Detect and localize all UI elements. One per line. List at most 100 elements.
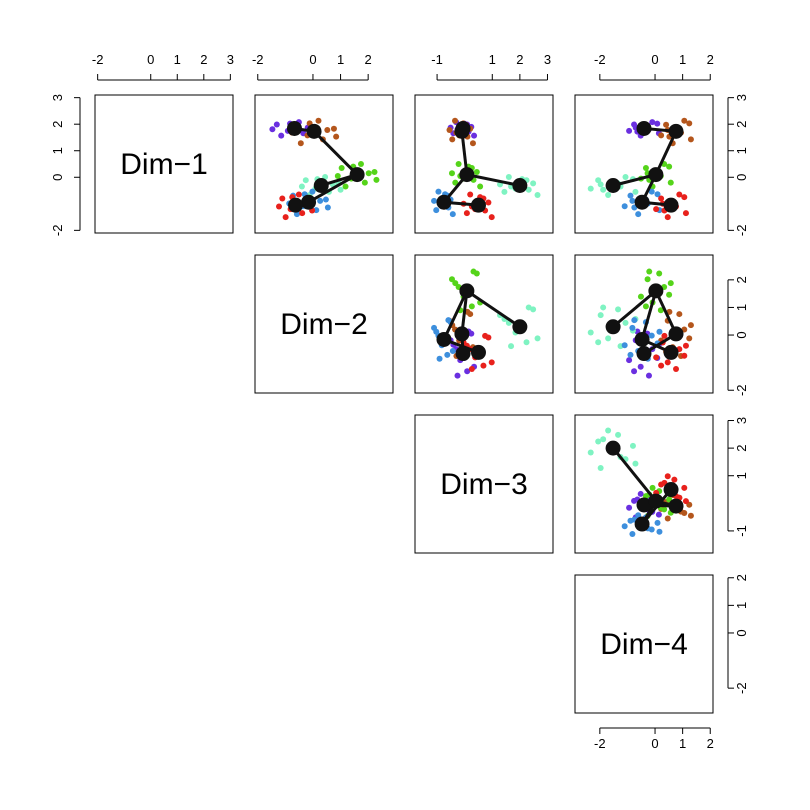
point <box>671 476 678 483</box>
point <box>664 359 671 366</box>
point <box>473 168 480 175</box>
tick-label: 0 <box>734 331 749 338</box>
point <box>667 280 674 287</box>
centroid <box>663 197 679 213</box>
tick-label: 2 <box>365 52 372 67</box>
point <box>324 204 331 211</box>
tick-label: 1 <box>734 304 749 311</box>
point <box>663 121 670 128</box>
tick-label: 0 <box>734 629 749 636</box>
tick-label: -2 <box>92 52 104 67</box>
point <box>629 530 636 537</box>
lineage-edge <box>466 173 521 187</box>
point <box>597 312 604 319</box>
panel-frame <box>574 94 714 234</box>
point <box>530 180 537 187</box>
tick-label: 2 <box>734 445 749 452</box>
point <box>485 199 492 206</box>
point <box>298 183 305 190</box>
point <box>371 168 378 175</box>
centroid <box>436 331 452 347</box>
point <box>654 519 661 526</box>
point <box>436 355 443 362</box>
point <box>449 348 456 355</box>
point <box>445 317 452 324</box>
tick-label: -2 <box>734 384 749 396</box>
centroid <box>454 326 470 342</box>
centroid <box>663 482 679 498</box>
panel: Dim−2 <box>254 254 394 394</box>
point <box>648 188 655 195</box>
centroid <box>668 498 684 514</box>
tick-label: -2 <box>594 52 606 67</box>
panel: Dim−3 <box>414 414 554 554</box>
point <box>654 120 661 127</box>
point <box>525 304 532 311</box>
point <box>587 449 594 456</box>
centroid <box>634 331 650 347</box>
centroid <box>301 194 317 210</box>
point <box>454 372 461 379</box>
centroid <box>605 440 621 456</box>
tick-label: 2 <box>516 52 523 67</box>
point <box>656 528 663 535</box>
panel: Dim−4 <box>574 574 714 714</box>
point <box>324 127 331 134</box>
point <box>315 117 322 124</box>
panel-marks <box>269 117 380 221</box>
point <box>297 140 304 147</box>
point <box>273 121 280 128</box>
centroid <box>634 194 650 210</box>
point <box>269 126 276 133</box>
tick-label: 2 <box>200 52 207 67</box>
point <box>446 127 453 134</box>
point <box>523 339 530 346</box>
point <box>534 335 541 342</box>
lineage-edge <box>442 290 469 341</box>
centroid <box>459 167 475 183</box>
point <box>338 164 345 171</box>
panel-marks <box>587 268 694 379</box>
point <box>322 196 329 203</box>
tick-label: 2 <box>707 52 714 67</box>
point <box>435 188 442 195</box>
centroid <box>436 194 452 210</box>
point <box>302 177 309 184</box>
centroid <box>636 120 652 136</box>
tick-label: -2 <box>734 682 749 694</box>
point <box>293 211 300 218</box>
centroid <box>470 344 486 360</box>
point <box>667 179 674 186</box>
point <box>681 117 688 124</box>
point <box>463 210 470 217</box>
tick-label: -2 <box>50 225 65 237</box>
point <box>595 339 602 346</box>
point <box>333 133 340 140</box>
point <box>279 195 286 202</box>
point <box>365 170 372 177</box>
point <box>645 372 652 379</box>
point <box>595 438 602 445</box>
point <box>482 332 489 339</box>
centroid <box>648 493 664 509</box>
point <box>681 484 688 491</box>
tick-label: -2 <box>734 225 749 237</box>
lineage-edge <box>612 289 657 328</box>
point <box>658 362 665 369</box>
tick-label: 0 <box>147 52 154 67</box>
point <box>676 191 683 198</box>
lineage-edge <box>640 290 658 340</box>
tick-label: 2 <box>734 574 749 581</box>
centroid <box>605 319 621 335</box>
point <box>631 317 638 324</box>
point <box>658 132 665 139</box>
point <box>448 276 455 283</box>
point <box>605 335 612 342</box>
centroid <box>668 326 684 342</box>
diagonal-label: Dim−1 <box>120 148 208 181</box>
tick-label: 3 <box>227 52 234 67</box>
tick-label: 3 <box>734 417 749 424</box>
point <box>661 332 668 339</box>
point <box>587 329 594 336</box>
point <box>635 211 642 218</box>
